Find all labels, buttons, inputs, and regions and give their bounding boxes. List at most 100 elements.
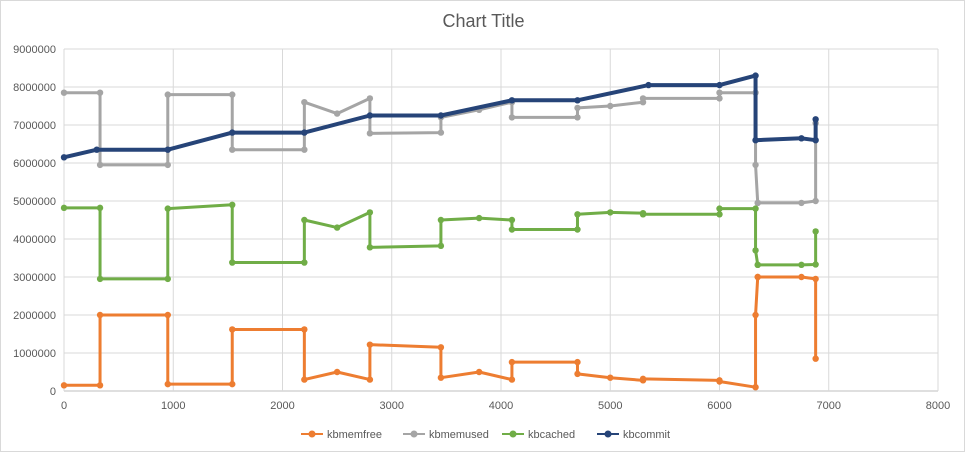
data-point-kbcommit: [752, 72, 759, 79]
data-point-kbmemfree: [229, 326, 236, 333]
data-point-kbmemfree: [607, 374, 614, 381]
data-point-kbcached: [812, 261, 819, 268]
chart-title: Chart Title: [442, 11, 525, 31]
data-point-kbcached: [752, 247, 759, 254]
data-point-kbmemfree: [508, 358, 516, 366]
data-point-kbcached: [574, 226, 581, 233]
x-tick-label: 7000: [817, 400, 841, 412]
y-tick-label: 4000000: [13, 234, 56, 246]
y-tick-label: 6000000: [13, 158, 56, 170]
data-point-kbcommit: [366, 112, 374, 119]
data-point-kbmemfree: [508, 376, 516, 383]
x-tick-label: 3000: [380, 400, 404, 412]
data-point-kbmemused: [754, 199, 761, 207]
x-tick-label: 0: [61, 400, 67, 412]
data-point-kbcached: [96, 275, 104, 283]
data-point-kbmemused: [96, 89, 104, 96]
data-point-kbmemused: [333, 110, 341, 117]
data-point-kbcommit: [752, 137, 759, 144]
data-point-kbmemused: [437, 129, 445, 136]
data-point-kbmemfree: [60, 382, 68, 389]
data-point-kbcached: [508, 216, 516, 224]
data-point-kbmemfree: [574, 358, 581, 366]
data-point-kbcached: [366, 209, 374, 216]
data-point-kbcached: [333, 224, 341, 231]
data-point-kbmemfree: [574, 370, 581, 378]
data-point-kbmemfree: [475, 368, 483, 376]
data-point-kbmemused: [301, 99, 308, 106]
data-point-kbmemfree: [164, 380, 171, 388]
data-point-kbmemused: [508, 114, 516, 121]
data-point-kbcommit: [60, 154, 68, 161]
data-point-kbmemused: [229, 91, 236, 98]
data-point-kbcached: [475, 214, 483, 222]
data-point-kbcached: [60, 204, 68, 212]
data-point-kbmemused: [164, 161, 171, 169]
data-point-kbmemfree: [437, 374, 445, 381]
series-line-kbcommit: [62, 73, 818, 160]
data-point-kbcommit: [812, 116, 819, 123]
series-line-kbcached: [62, 203, 818, 281]
data-point-kbmemfree: [812, 355, 819, 362]
data-point-kbmemused: [60, 89, 68, 96]
data-point-kbmemfree: [437, 344, 445, 351]
data-point-kbcached: [798, 261, 805, 269]
series-line-kbmemfree: [62, 275, 818, 389]
data-point-kbcached: [716, 205, 723, 212]
y-tick-label: 7000000: [13, 120, 56, 132]
data-point-kbmemfree: [752, 311, 759, 319]
data-point-kbmemfree: [366, 341, 374, 348]
data-point-kbcached: [301, 216, 308, 224]
y-tick-label: 8000000: [13, 82, 56, 94]
y-tick-label: 3000000: [13, 272, 56, 284]
data-point-kbmemused: [812, 197, 819, 205]
data-point-kbmemused: [639, 95, 647, 102]
data-point-kbmemused: [607, 102, 614, 110]
data-point-kbmemfree: [639, 375, 647, 383]
x-tick-label: 2000: [270, 400, 294, 412]
data-point-kbmemfree: [96, 382, 104, 389]
legend-label-kbcached: kbcached: [528, 429, 575, 441]
data-point-kbcached: [812, 228, 819, 235]
data-point-kbcommit: [716, 81, 723, 89]
data-point-kbcached: [164, 205, 171, 212]
data-point-kbmemfree: [333, 368, 341, 376]
data-point-kbmemused: [164, 91, 171, 98]
x-tick-label: 6000: [707, 400, 731, 412]
data-point-kbmemfree: [798, 273, 805, 281]
data-point-kbcached: [639, 211, 647, 218]
data-point-kbcommit: [229, 129, 236, 136]
data-point-kbmemfree: [96, 311, 104, 319]
y-tick-label: 9000000: [13, 44, 56, 56]
data-point-kbmemfree: [752, 384, 759, 391]
data-point-kbcommit: [93, 146, 100, 153]
x-tick-label: 4000: [489, 400, 513, 412]
data-point-kbcached: [366, 244, 374, 251]
data-point-kbcached: [508, 226, 516, 233]
data-point-kbmemfree: [301, 376, 308, 383]
data-point-kbmemused: [301, 146, 308, 153]
legend-label-kbmemused: kbmemused: [429, 429, 489, 441]
data-point-kbcommit: [301, 129, 308, 136]
data-point-kbcommit: [645, 81, 652, 89]
data-point-kbmemused: [716, 89, 723, 96]
data-point-kbmemfree: [366, 376, 374, 383]
data-point-kbcached: [574, 211, 581, 218]
data-point-kbmemused: [716, 95, 723, 102]
data-point-kbcommit: [798, 135, 805, 142]
data-point-kbcommit: [812, 137, 819, 144]
data-point-kbmemused: [574, 104, 581, 112]
data-point-kbmemused: [366, 95, 374, 102]
legend-marker-kbmemfree: [308, 430, 316, 438]
data-point-kbmemfree: [754, 273, 761, 281]
data-point-kbmemused: [798, 199, 805, 207]
legend-marker-kbcommit: [604, 430, 612, 438]
legend-marker-kbcached: [509, 430, 517, 438]
data-point-kbcached: [752, 205, 759, 212]
x-tick-label: 8000: [926, 400, 950, 412]
data-point-kbmemfree: [164, 311, 171, 319]
y-tick-label: 5000000: [13, 196, 56, 208]
data-point-kbcached: [754, 261, 761, 269]
